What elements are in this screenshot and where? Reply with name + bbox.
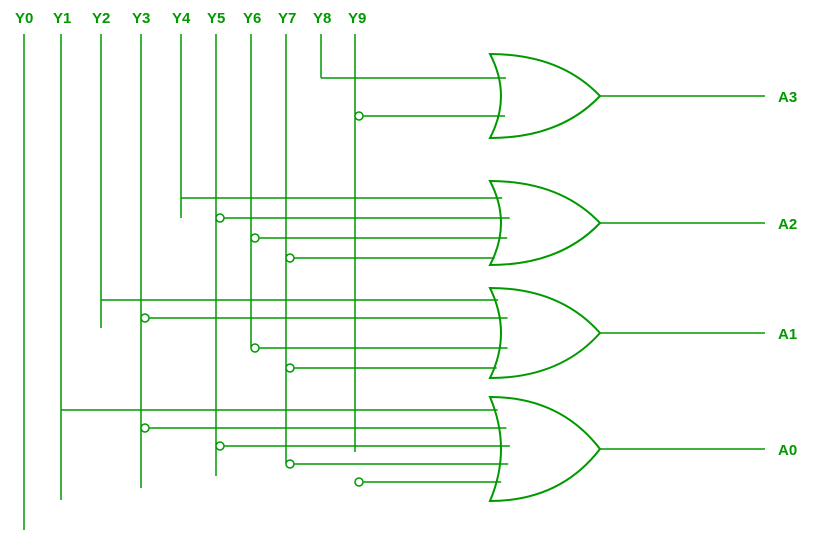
input-label-y5: Y5 — [207, 10, 225, 27]
inversion-bubble — [251, 344, 259, 352]
input-label-y1: Y1 — [53, 10, 71, 27]
inversion-bubble — [286, 460, 294, 468]
output-label-a1: A1 — [778, 326, 797, 343]
input-label-y7: Y7 — [278, 10, 296, 27]
input-label-y9: Y9 — [348, 10, 366, 27]
or-gate-a2 — [490, 181, 600, 265]
input-label-y4: Y4 — [172, 10, 191, 27]
input-label-y6: Y6 — [243, 10, 261, 27]
or-gate-a1 — [490, 288, 600, 378]
inversion-bubble — [355, 478, 363, 486]
inversion-bubble — [355, 112, 363, 120]
input-label-y2: Y2 — [92, 10, 110, 27]
inversion-bubble — [216, 442, 224, 450]
output-label-a3: A3 — [778, 89, 797, 106]
input-label-y3: Y3 — [132, 10, 150, 27]
inversion-bubble — [216, 214, 224, 222]
or-gate-a0 — [490, 397, 600, 501]
inversion-bubble — [251, 234, 259, 242]
encoder-circuit-diagram: Y0 Y1 Y2 Y3 Y4 Y5 Y6 Y7 Y8 Y9 A3 A2 A1 A0 — [0, 0, 832, 544]
output-label-a2: A2 — [778, 216, 797, 233]
inversion-bubble — [141, 314, 149, 322]
inversion-bubble — [286, 254, 294, 262]
input-label-y0: Y0 — [15, 10, 33, 27]
inversion-bubble — [286, 364, 294, 372]
input-label-y8: Y8 — [313, 10, 331, 27]
output-label-a0: A0 — [778, 442, 797, 459]
or-gate-a3 — [490, 54, 600, 138]
inversion-bubble — [141, 424, 149, 432]
